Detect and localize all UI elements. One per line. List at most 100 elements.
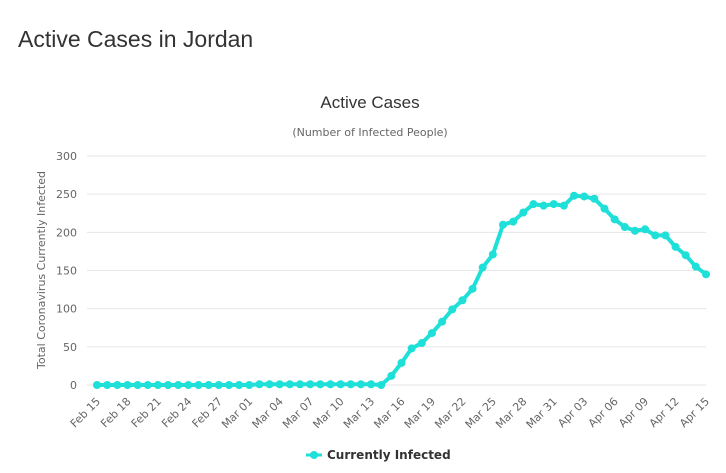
data-point[interactable] bbox=[478, 263, 487, 272]
data-point[interactable] bbox=[407, 344, 416, 353]
data-point[interactable] bbox=[306, 380, 315, 389]
x-tick-label: Mar 25 bbox=[463, 395, 499, 431]
x-tick-label: Apr 15 bbox=[677, 395, 712, 430]
x-tick-label: Mar 01 bbox=[219, 395, 255, 431]
data-point[interactable] bbox=[499, 220, 507, 229]
x-tick-label: Mar 16 bbox=[371, 395, 407, 431]
y-tick-label: 300 bbox=[56, 150, 77, 163]
data-point[interactable] bbox=[427, 329, 436, 338]
chart-subtitle: (Number of Infected People) bbox=[292, 126, 447, 139]
data-point[interactable] bbox=[702, 270, 710, 279]
data-point[interactable] bbox=[93, 381, 101, 389]
data-point[interactable] bbox=[346, 380, 355, 389]
data-point[interactable] bbox=[397, 358, 406, 367]
x-tick-label: Feb 27 bbox=[190, 395, 225, 430]
x-tick-label: Apr 12 bbox=[647, 395, 682, 430]
x-tick-label: Mar 22 bbox=[432, 395, 468, 431]
data-point[interactable] bbox=[580, 192, 589, 201]
data-point[interactable] bbox=[255, 380, 264, 389]
data-point[interactable] bbox=[296, 380, 304, 389]
data-point[interactable] bbox=[539, 201, 548, 210]
x-tick-label: Feb 24 bbox=[159, 395, 194, 430]
data-point[interactable] bbox=[661, 231, 670, 240]
page-title: Active Cases in Jordan bbox=[18, 26, 254, 52]
data-point[interactable] bbox=[367, 380, 376, 389]
y-axis-title: Total Coronavirus Currently Infected bbox=[35, 171, 48, 370]
data-point[interactable] bbox=[184, 381, 193, 389]
x-tick-label: Mar 10 bbox=[310, 395, 346, 431]
data-point[interactable] bbox=[630, 226, 639, 235]
y-tick-label: 50 bbox=[63, 341, 77, 354]
x-tick-label: Feb 18 bbox=[98, 395, 133, 430]
y-tick-label: 0 bbox=[70, 379, 77, 392]
data-point[interactable] bbox=[164, 381, 173, 389]
data-point[interactable] bbox=[275, 380, 284, 389]
data-point[interactable] bbox=[458, 296, 467, 305]
x-tick-label: Mar 04 bbox=[250, 395, 286, 431]
data-point[interactable] bbox=[224, 381, 233, 389]
data-point[interactable] bbox=[549, 200, 558, 209]
data-point[interactable] bbox=[519, 208, 528, 217]
y-tick-label: 100 bbox=[56, 303, 77, 316]
data-point[interactable] bbox=[377, 381, 386, 389]
data-point[interactable] bbox=[438, 317, 447, 326]
data-point[interactable] bbox=[153, 381, 162, 389]
data-point[interactable] bbox=[417, 339, 426, 348]
data-point[interactable] bbox=[245, 381, 254, 389]
data-point[interactable] bbox=[204, 381, 213, 389]
data-point[interactable] bbox=[570, 191, 579, 200]
data-point[interactable] bbox=[590, 194, 599, 203]
data-point[interactable] bbox=[671, 242, 680, 251]
grid-lines bbox=[87, 155, 706, 386]
data-point[interactable] bbox=[103, 381, 112, 389]
legend[interactable]: Currently Infected bbox=[306, 448, 451, 462]
data-point[interactable] bbox=[326, 380, 335, 389]
data-point[interactable] bbox=[509, 217, 518, 226]
x-tick-label: Apr 06 bbox=[586, 395, 621, 430]
data-point[interactable] bbox=[214, 381, 223, 389]
data-point[interactable] bbox=[285, 380, 294, 389]
data-point[interactable] bbox=[123, 381, 132, 389]
data-point[interactable] bbox=[265, 380, 274, 389]
data-point[interactable] bbox=[529, 200, 538, 209]
data-point[interactable] bbox=[356, 380, 365, 389]
x-tick-label: Feb 21 bbox=[129, 395, 164, 430]
legend-label: Currently Infected bbox=[327, 448, 451, 462]
data-point[interactable] bbox=[387, 371, 396, 380]
data-point[interactable] bbox=[194, 381, 203, 389]
x-tick-label: Apr 09 bbox=[616, 395, 651, 430]
chart-title: Active Cases bbox=[320, 93, 419, 112]
data-point[interactable] bbox=[235, 381, 244, 389]
data-point[interactable] bbox=[174, 381, 183, 389]
series-line bbox=[95, 193, 708, 387]
data-point[interactable] bbox=[468, 284, 477, 293]
y-tick-label: 250 bbox=[56, 188, 77, 201]
data-point[interactable] bbox=[143, 381, 152, 389]
data-point[interactable] bbox=[133, 381, 142, 389]
data-point[interactable] bbox=[620, 222, 629, 231]
y-axis-ticks: 0 50 100 150 200 250 300 bbox=[56, 150, 77, 392]
data-point[interactable] bbox=[691, 262, 700, 271]
data-point[interactable] bbox=[488, 250, 497, 259]
data-point[interactable] bbox=[336, 380, 345, 389]
data-point[interactable] bbox=[610, 215, 619, 224]
x-tick-label: Mar 07 bbox=[280, 395, 316, 431]
data-point[interactable] bbox=[316, 380, 325, 389]
x-tick-label: Mar 28 bbox=[493, 395, 529, 431]
x-tick-label: Feb 15 bbox=[68, 395, 103, 430]
data-point[interactable] bbox=[113, 381, 122, 389]
x-tick-label: Apr 03 bbox=[555, 395, 590, 430]
x-tick-label: Mar 19 bbox=[402, 395, 438, 431]
data-point[interactable] bbox=[600, 204, 609, 213]
data-point[interactable] bbox=[448, 305, 457, 314]
data-point[interactable] bbox=[651, 231, 660, 240]
x-tick-label: Mar 31 bbox=[524, 395, 560, 431]
data-point[interactable] bbox=[681, 251, 690, 260]
y-tick-label: 200 bbox=[56, 226, 77, 239]
x-tick-label: Mar 13 bbox=[341, 395, 377, 431]
data-point[interactable] bbox=[559, 201, 568, 210]
y-tick-label: 150 bbox=[56, 265, 77, 278]
data-point[interactable] bbox=[641, 225, 650, 234]
